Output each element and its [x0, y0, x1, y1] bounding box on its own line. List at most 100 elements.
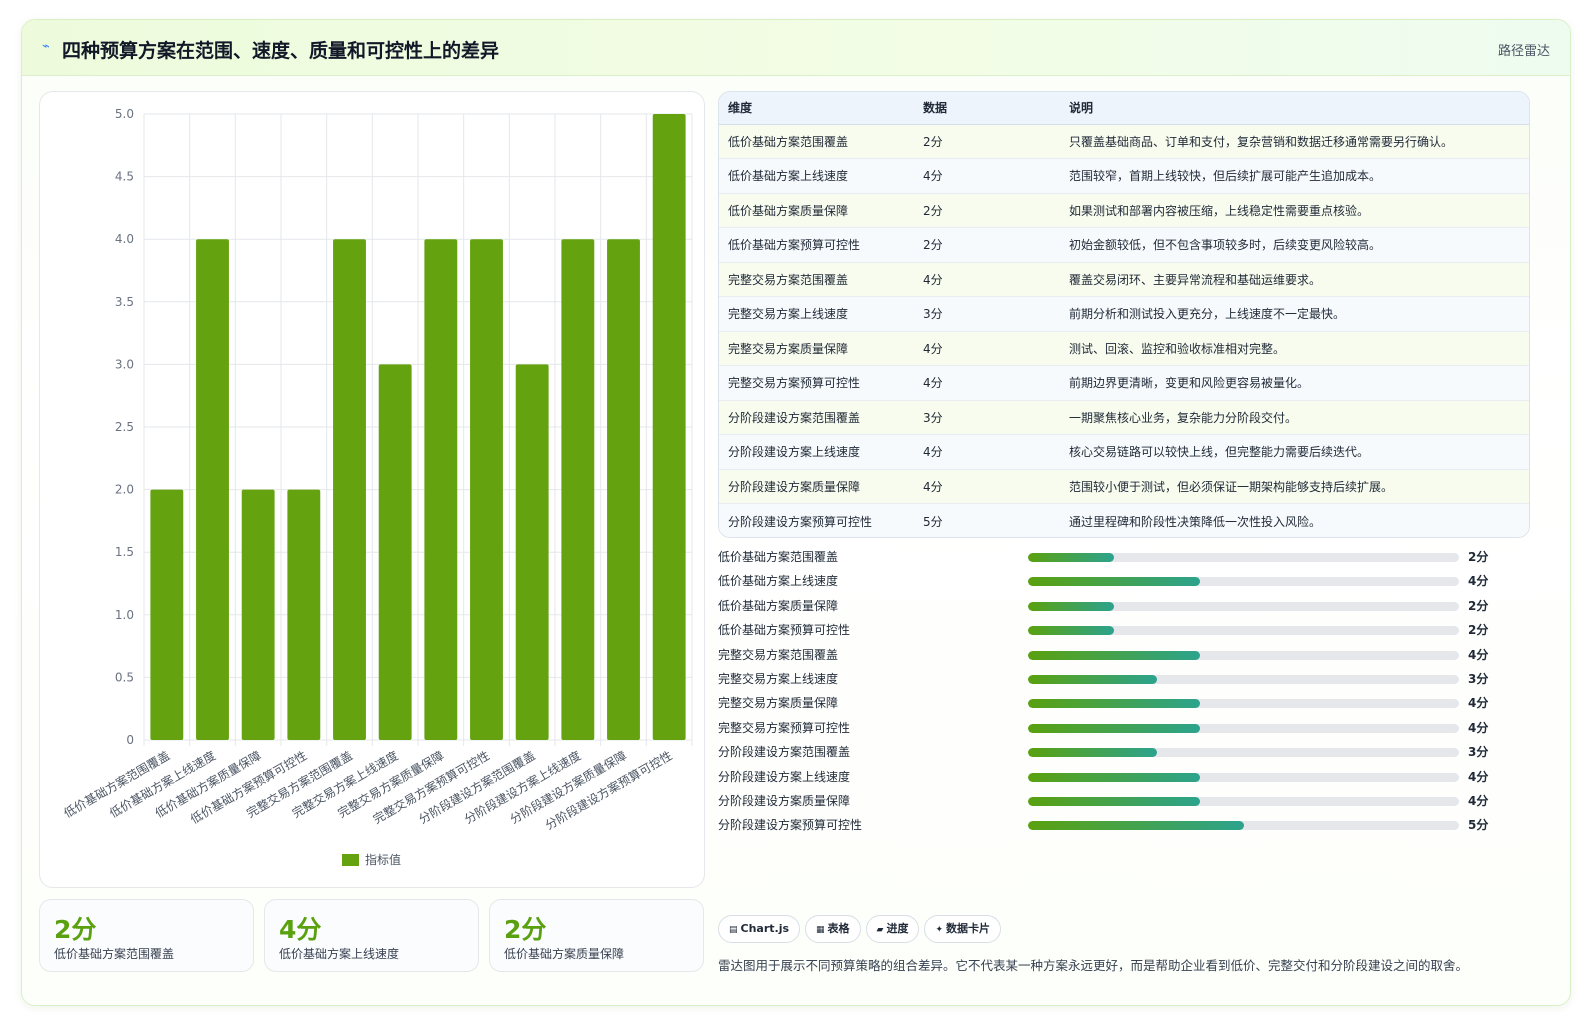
tag-chip[interactable]: ✦ 数据卡片	[924, 915, 1002, 943]
bar	[150, 489, 184, 740]
progress-track	[1028, 772, 1459, 782]
progress-item: 低价基础方案质量保障 2分	[718, 594, 1508, 618]
progress-item: 完整交易方案范围覆盖 4分	[718, 643, 1508, 667]
table-row: 完整交易方案质量保障 4分 测试、回滚、监控和验收标准相对完整。	[719, 330, 1529, 366]
cell-data: 2分	[914, 227, 1060, 262]
legend-swatch	[342, 854, 359, 866]
bar	[515, 364, 549, 740]
progress-value: 4分	[1468, 696, 1489, 711]
cell-description: 如果测试和部署内容被压缩，上线稳定性需要重点核验。	[1060, 192, 1529, 228]
progress-label: 完整交易方案预算可控性	[718, 720, 851, 735]
cell-dimension: 分阶段建设方案上线速度	[719, 434, 914, 469]
cell-data: 4分	[914, 468, 1060, 504]
cell-dimension: 低价基础方案上线速度	[719, 158, 914, 193]
data-table-panel: 维度 数据 说明 低价基础方案范围覆盖 2分 只覆盖基础商品、订单和支付，复杂营销和…	[718, 91, 1530, 538]
cell-dimension: 完整交易方案预算可控性	[719, 365, 914, 400]
progress-value: 2分	[1468, 623, 1489, 638]
y-tick-label: 0.5	[115, 670, 134, 684]
bar	[196, 239, 229, 740]
cell-data: 4分	[914, 158, 1060, 193]
y-tick-label: 2.5	[115, 420, 134, 434]
tag-label: Chart.js	[740, 922, 790, 935]
y-tick-label: 5.0	[115, 107, 134, 121]
tag-icon: ✦	[935, 925, 944, 935]
cell-description: 范围较窄，首期上线较快，但后续扩展可能产生追加成本。	[1060, 158, 1529, 193]
progress-label: 低价基础方案范围覆盖	[718, 550, 839, 564]
progress-item: 分阶段建设方案上线速度 4分	[718, 765, 1508, 789]
progress-list: 低价基础方案范围覆盖 2分 低价基础方案上线速度 4分 低价基础方案质量保障 2分 低价基础…	[718, 545, 1508, 838]
progress-value: 4分	[1468, 769, 1489, 784]
cell-data: 2分	[914, 192, 1060, 228]
cell-dimension: 完整交易方案质量保障	[719, 330, 914, 366]
progress-label: 分阶段建设方案预算可控性	[718, 818, 863, 833]
y-tick-label: 1.5	[115, 545, 134, 559]
table-header-row: 维度 数据 说明	[719, 92, 1529, 125]
progress-value: 4分	[1468, 574, 1489, 589]
progress-fill	[1028, 553, 1115, 562]
tag-icon: ▤	[729, 925, 738, 935]
table-row: 分阶段建设方案预算可控性 5分 通过里程碑和阶段性决策降低一次性投入风险。	[719, 503, 1529, 537]
cell-description: 初始金额较低，但不包含事项较多时，后续变更风险较高。	[1060, 227, 1529, 262]
cell-description: 前期边界更清晰，变更和风险更容易被量化。	[1060, 365, 1529, 400]
table-row: 低价基础方案质量保障 2分 如果测试和部署内容被压缩，上线稳定性需要重点核验。	[719, 192, 1529, 228]
cell-data: 3分	[914, 399, 1060, 435]
bar-chart: 00.51.01.52.02.53.03.54.04.55.0低价基础方案范围覆…	[61, 107, 693, 867]
cell-data: 4分	[914, 434, 1060, 469]
y-tick-label: 1.0	[115, 608, 134, 622]
stat-label: 低价基础方案上线速度	[279, 947, 400, 961]
progress-track	[1028, 601, 1459, 611]
legend-label: 指标值	[365, 852, 401, 867]
progress-fill	[1028, 626, 1115, 636]
tag-chip[interactable]: ▦ 表格	[805, 915, 861, 943]
tag-chip[interactable]: ▤ Chart.js	[718, 915, 801, 943]
progress-track	[1028, 650, 1459, 660]
progress-item: 低价基础方案预算可控性 2分	[718, 618, 1508, 642]
cell-description: 核心交易链路可以较快上线，但完整能力需要后续迭代。	[1060, 434, 1529, 469]
progress-item: 分阶段建设方案预算可控性 5分	[718, 813, 1508, 837]
table-row: 分阶段建设方案范围覆盖 3分 一期聚焦核心业务，复杂能力分阶段交付。	[719, 399, 1529, 435]
tag-icon: ▰	[876, 925, 884, 935]
table-row: 完整交易方案预算可控性 4分 前期边界更清晰，变更和风险更容易被量化。	[719, 365, 1529, 400]
progress-item: 分阶段建设方案范围覆盖 3分	[718, 740, 1508, 764]
progress-item: 完整交易方案上线速度 3分	[718, 667, 1508, 691]
progress-fill	[1028, 699, 1201, 709]
cell-description: 只覆盖基础商品、订单和支付，复杂营销和数据迁移通常需要另行确认。	[1060, 123, 1529, 159]
progress-fill	[1028, 577, 1201, 587]
data-table: 维度 数据 说明 低价基础方案范围覆盖 2分 只覆盖基础商品、订单和支付，复杂营销和…	[719, 92, 1529, 537]
progress-label: 分阶段建设方案上线速度	[718, 769, 851, 784]
y-tick-label: 3.5	[115, 295, 134, 309]
cell-dimension: 分阶段建设方案预算可控性	[719, 503, 914, 537]
tag-chip[interactable]: ▰ 进度	[865, 915, 920, 943]
cell-description: 覆盖交易闭环、主要异常流程和基础运维要求。	[1060, 261, 1529, 297]
stat-value: 4分	[279, 915, 322, 944]
progress-fill	[1028, 821, 1244, 831]
table-row: 低价基础方案上线速度 4分 范围较窄，首期上线较快，但后续扩展可能产生追加成本。	[719, 158, 1529, 193]
progress-fill	[1028, 772, 1201, 782]
cell-data: 4分	[914, 365, 1060, 400]
page-title: 四种预算方案在范围、速度、质量和可控性上的差异	[62, 40, 500, 62]
progress-value: 4分	[1468, 793, 1489, 808]
stat-value: 2分	[504, 915, 547, 944]
bar	[333, 239, 366, 740]
progress-item: 分阶段建设方案质量保障 4分	[718, 789, 1508, 813]
cell-dimension: 完整交易方案范围覆盖	[719, 261, 914, 297]
y-tick-label: 3.0	[115, 357, 134, 371]
stat-card-3: 2分 低价基础方案质量保障	[489, 899, 704, 972]
cell-data: 4分	[914, 261, 1060, 297]
progress-value: 3分	[1468, 745, 1489, 760]
cell-data: 3分	[914, 296, 1060, 331]
bar	[424, 239, 458, 740]
route-radar-link[interactable]: 路径雷达	[1497, 44, 1550, 59]
column-header-description: 说明	[1060, 92, 1529, 125]
progress-track	[1028, 626, 1459, 636]
cell-dimension: 完整交易方案上线速度	[719, 296, 914, 331]
stat-label: 低价基础方案质量保障	[504, 947, 625, 961]
table-row: 分阶段建设方案质量保障 4分 范围较小便于测试，但必须保证一期架构能够支持后续扩展。	[719, 468, 1529, 504]
table-row: 完整交易方案范围覆盖 4分 覆盖交易闭环、主要异常流程和基础运维要求。	[719, 261, 1529, 297]
tag-label: 数据卡片	[946, 922, 991, 935]
progress-track	[1028, 723, 1459, 733]
progress-label: 完整交易方案质量保障	[718, 696, 839, 711]
progress-label: 分阶段建设方案质量保障	[718, 793, 851, 808]
stat-value: 2分	[54, 915, 97, 944]
progress-label: 完整交易方案上线速度	[718, 671, 839, 686]
